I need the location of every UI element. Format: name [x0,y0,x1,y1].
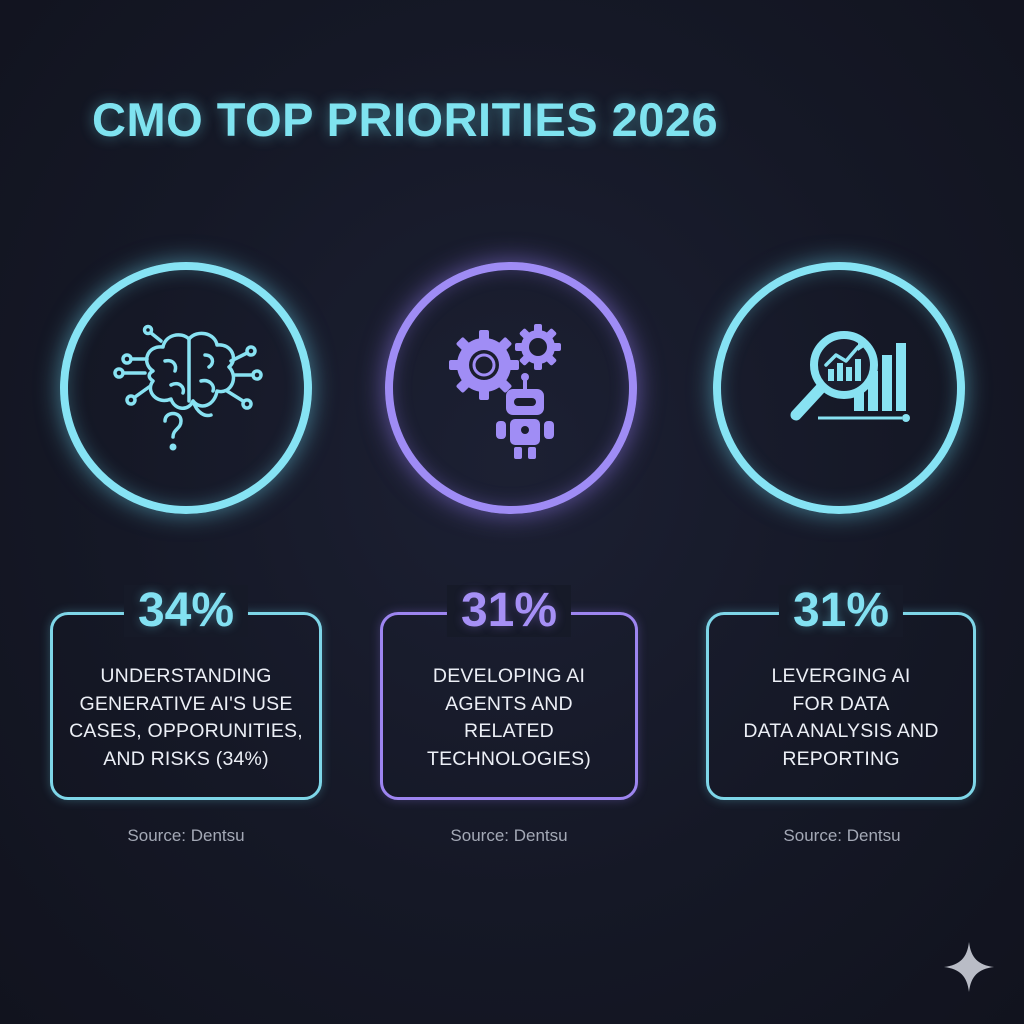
sparkle-icon [944,942,994,992]
percent-value: 34% [123,585,249,637]
description-line: CASES, OPPORUNITIES, [69,720,303,742]
description-line: RELATED [464,720,554,742]
description-line: DATA ANALYSIS AND [743,720,939,742]
page-title: CMO TOP PRIORITIES 2026 [92,93,719,146]
source-label: Source: Dentsu [783,826,901,845]
source-label: Source: Dentsu [127,826,245,845]
magnifier-chart-icon [790,331,910,422]
percent-value: 31% [446,585,572,637]
priority-card-1: 34% UNDERSTANDING GENERATIVE AI'S USE CA… [50,585,322,800]
description-line: REPORTING [782,747,900,770]
description-line: TECHNOLOGIES) [426,747,592,770]
description-line: FOR DATA [792,692,890,715]
priority-3-icon-ring [713,262,965,514]
description-line: GENERATIVE AI'S USE [79,692,293,715]
priority-1-icon-ring [60,262,312,514]
percent-value: 31% [778,585,904,637]
description-line: DEVELOPING AI [432,665,586,687]
priority-2-icon-ring [385,262,637,514]
description-line: AND RISKS (34%) [103,747,269,770]
description-line: AGENTS AND [445,692,573,715]
description-line: LEVERGING AI [771,665,911,687]
priority-card-2: 31% DEVELOPING AI AGENTS AND RELATED TEC… [380,585,638,800]
description-line: UNDERSTANDING [100,665,272,687]
priority-description: LEVERGING AI FOR DATA DATA ANALYSIS AND … [709,663,973,773]
source-label: Source: Dentsu [450,826,568,845]
gears-robot-icon [449,324,561,459]
priority-description: UNDERSTANDING GENERATIVE AI'S USE CASES,… [53,663,319,773]
priority-description: DEVELOPING AI AGENTS AND RELATED TECHNOL… [383,663,635,773]
brain-question-icon [113,324,263,451]
priority-card-3: 31% LEVERGING AI FOR DATA DATA ANALYSIS … [706,585,976,800]
